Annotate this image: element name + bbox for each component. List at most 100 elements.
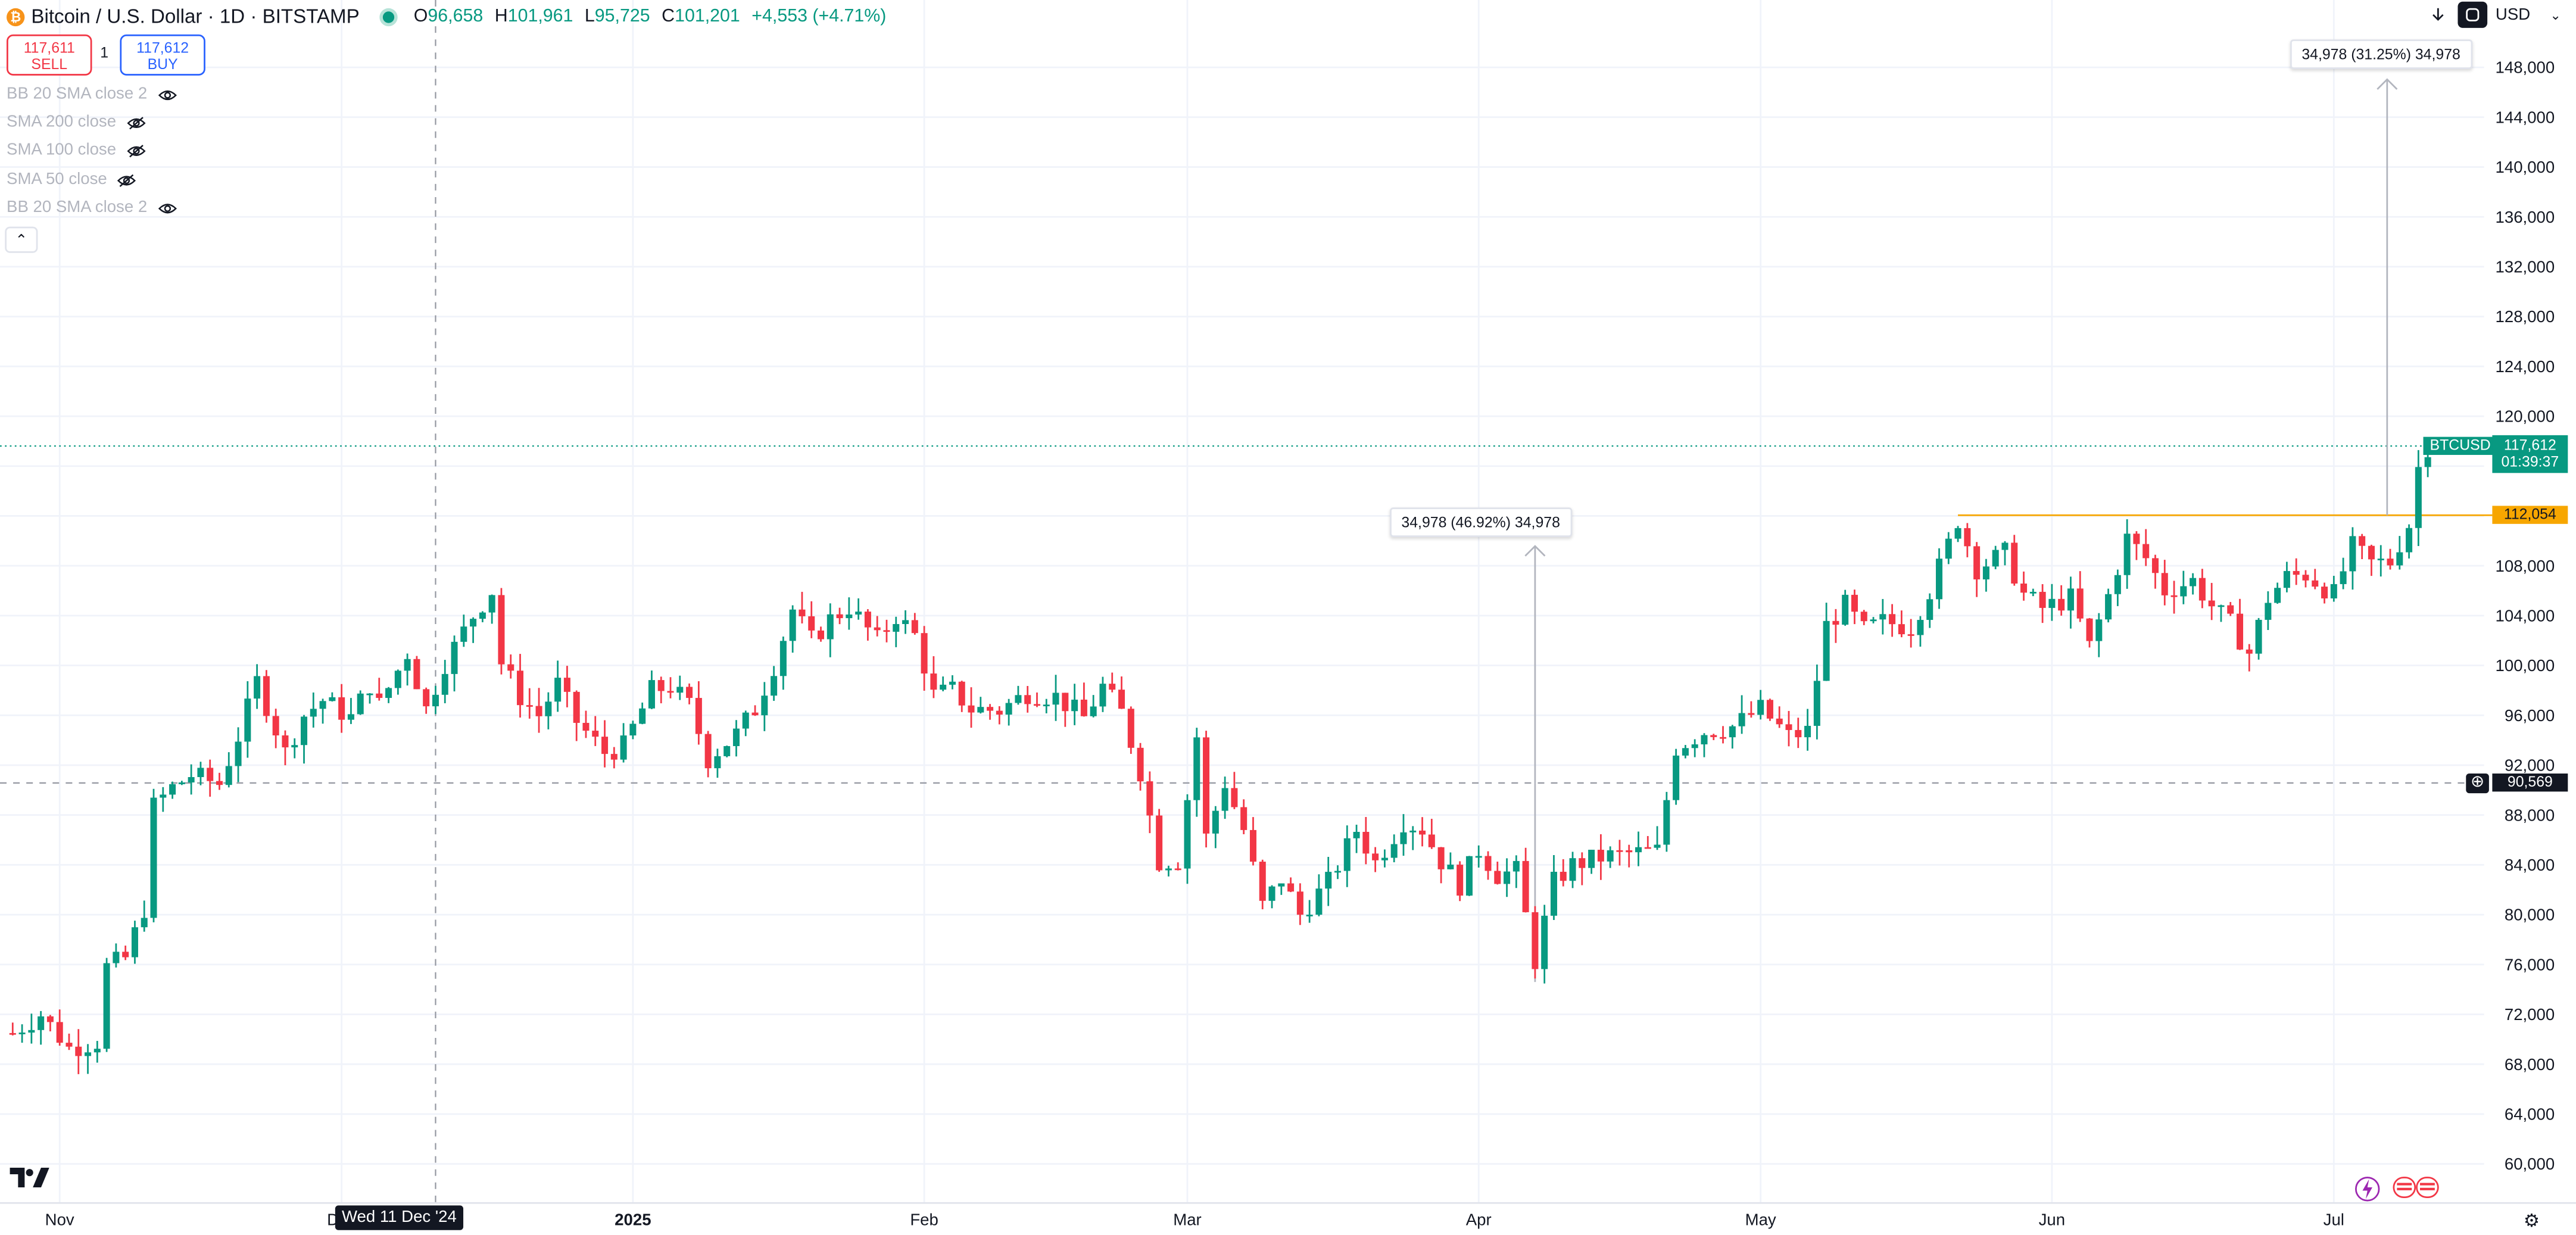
price-axis-label: 136,000 [2496,208,2555,226]
candle-body [1607,850,1614,862]
currency-select[interactable]: USD ⌄ [2496,2,2571,28]
candles[interactable] [9,449,2431,1074]
eye-icon[interactable] [157,88,177,101]
candle-body [2133,534,2140,544]
price-axis-label: 132,000 [2496,258,2555,276]
candle-body [1926,599,1933,620]
measure-label-1[interactable]: 34,978 (46.92%) 34,978 [1390,507,1572,537]
market-status-icon[interactable] [382,10,394,23]
indicator-bb-1[interactable]: BB 20 SMA close 2 [7,85,177,104]
candle-body [1673,755,1680,800]
chevron-down-icon: ⌄ [2550,7,2561,23]
candle-body [808,616,815,631]
candle-body [1259,862,1266,901]
buy-button[interactable]: 117,612 BUY [120,34,205,76]
candle-body [1616,850,1623,852]
time-axis-label: Apr [1466,1210,1492,1228]
candle-body [56,1022,63,1043]
candle-body [1738,713,1745,726]
candle-body [930,673,937,690]
settings-gear-icon[interactable]: ⚙ [2523,1212,2540,1232]
last-price: 117,612 [2503,436,2556,454]
candle-body [1550,872,1557,916]
price-axis-label: 100,000 [2496,656,2555,675]
candle-body [1268,886,1275,901]
candle-body [1588,850,1595,868]
candle-body [1626,850,1633,853]
candle-body [1663,800,1670,845]
eye-off-icon[interactable] [126,116,146,129]
candle-body [648,680,655,709]
eye-off-icon[interactable] [117,173,136,186]
indicator-bb-2[interactable]: BB 20 SMA close 2 [7,199,177,217]
candle-body [2161,573,2168,595]
sell-button[interactable]: 117,611 SELL [7,34,92,76]
eye-off-icon[interactable] [126,144,146,157]
candle-body [799,609,806,616]
candle-body [1879,614,1886,620]
candle-body [940,684,947,690]
candle-body [2274,588,2281,603]
flag-icon[interactable] [2392,1176,2441,1199]
close-value: 101,201 [675,7,740,27]
candle-body [1465,856,1473,896]
candle-body [1757,700,1764,715]
candle-body [1127,709,1134,748]
candle-body [516,670,524,706]
price-axis-label: 76,000 [2505,955,2555,974]
candle-body [338,697,345,720]
candle-body [1485,856,1492,871]
candle-body [893,624,900,632]
candle-body [1033,704,1040,706]
candle-body [1203,737,1210,834]
download-icon[interactable] [2427,2,2450,28]
indicator-sma-100[interactable]: SMA 100 close [7,141,146,160]
candle-body [507,664,514,671]
candle-body [122,952,129,958]
indicator-label: SMA 50 close [7,170,107,189]
candle-body [958,681,965,706]
candle-body [28,1030,35,1033]
candle-body [2236,613,2244,650]
symbol-title[interactable]: Bitcoin / U.S. Dollar · 1D · BITSTAMP [31,5,360,28]
candle-body [1409,830,1417,832]
candle-body [1541,915,1548,969]
candle-body [441,673,448,695]
quantity-value[interactable]: 1 [100,44,109,61]
indicator-sma-50[interactable]: SMA 50 close [7,171,136,189]
candle-body [357,693,364,715]
candle-body [1278,883,1285,887]
candle-body [864,612,871,628]
axes: 148,000 144,000 140,000 136,000 132,000 128,0… [0,58,2576,1228]
price-axis-label: 124,000 [2496,357,2555,376]
collapse-legend-button[interactable]: ⌃ [5,226,38,253]
lightning-icon[interactable] [2353,1176,2382,1202]
open-value: 96,658 [428,7,484,27]
candle-body [789,609,796,641]
eye-icon[interactable] [157,201,177,214]
candle-body [1315,888,1323,915]
candle-body [2180,586,2187,597]
candle-body [2283,570,2290,588]
measure-label-2[interactable]: 34,978 (31.25%) 34,978 [2290,39,2472,69]
candle-body [2105,594,2112,620]
candle-body [1287,883,1295,892]
currency-label: USD [2495,5,2531,24]
open-label: O [413,7,428,27]
sync-icon[interactable] [2458,1,2488,28]
candle-body [639,708,646,724]
candle-body [1043,704,1050,707]
candle-body [1118,690,1125,709]
add-alert-icon[interactable]: ⊕ [2466,774,2489,794]
ohlc-values: O96,658 H101,961 L95,725 C101,201 +4,553… [414,7,887,26]
time-axis-label: Mar [1173,1210,1202,1228]
indicator-sma-200[interactable]: SMA 200 close [7,113,146,132]
candle-body [1720,737,1727,739]
indicator-label: SMA 200 close [7,113,117,132]
candle-body [2020,583,2028,593]
candle-body [1457,865,1464,896]
candle-body [554,678,562,702]
tradingview-logo-icon[interactable] [10,1166,49,1196]
candle-body [38,1016,45,1030]
